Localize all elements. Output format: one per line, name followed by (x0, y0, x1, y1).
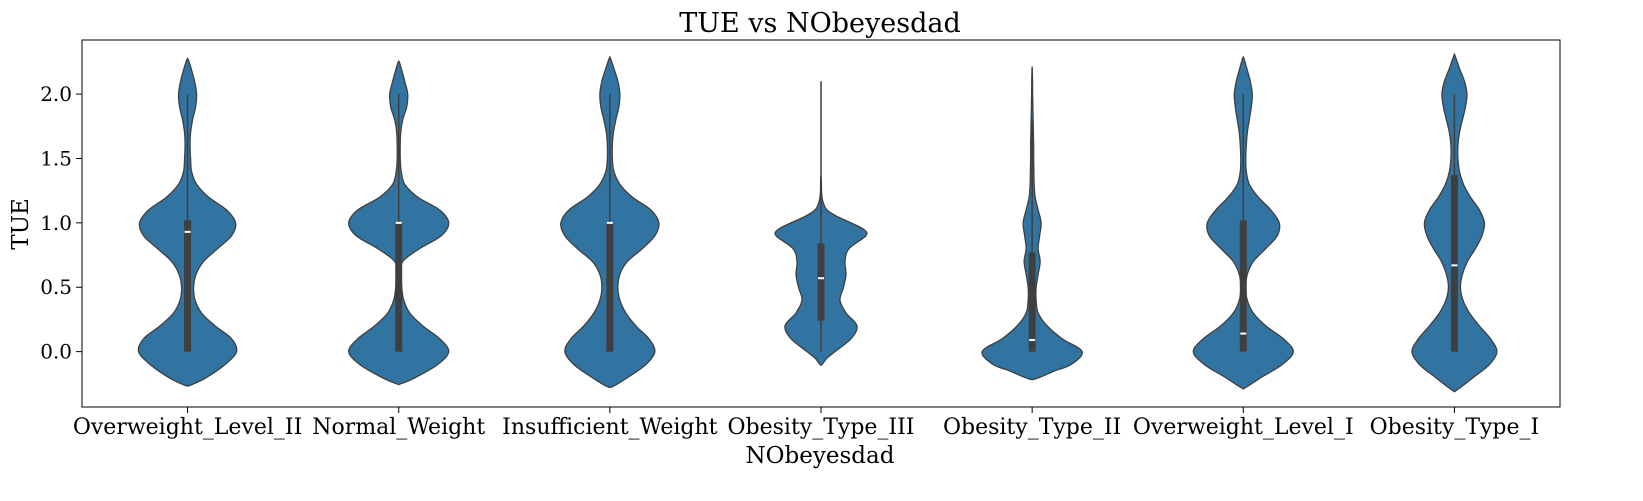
chart-title: TUE vs NObeyesdad (679, 8, 961, 39)
y-axis: 0.0 0.5 1.0 1.5 2.0 (40, 82, 82, 364)
x-tick-label: Normal_Weight (312, 415, 485, 440)
y-tick-label: 1.0 (40, 211, 72, 235)
violin-iqr-box (1239, 220, 1247, 352)
x-tick-label: Obesity_Type_I (1370, 415, 1540, 440)
violin-Obesity_Type_III (774, 81, 868, 366)
violin-iqr-box (606, 222, 614, 352)
y-tick-label: 0.5 (40, 275, 72, 299)
violin-iqr-box (1450, 175, 1458, 352)
y-tick-label: 0.0 (40, 340, 72, 364)
violin-Normal_Weight (348, 60, 450, 386)
x-tick-label: Overweight_Level_I (1133, 415, 1354, 440)
x-tick-label: Overweight_Level_II (73, 415, 302, 440)
violin-iqr-box (395, 222, 403, 352)
x-tick-label: Obesity_Type_II (943, 415, 1121, 440)
y-tick-label: 2.0 (40, 82, 72, 106)
x-axis: Overweight_Level_II Normal_Weight Insuffic… (73, 407, 1539, 440)
x-tick-label: Obesity_Type_III (727, 415, 914, 440)
violin-iqr-box (1028, 252, 1036, 352)
plot-frame (81, 39, 1561, 408)
violin-iqr-box (817, 243, 825, 321)
violin-Overweight_Level_II (137, 57, 238, 387)
x-tick-label: Insufficient_Weight (502, 415, 717, 440)
violin-iqr-box (184, 220, 192, 352)
plot-area (137, 53, 1498, 393)
y-axis-label: TUE (8, 198, 34, 250)
y-tick-label: 1.5 (40, 146, 72, 170)
violin-Obesity_Type_II (981, 66, 1083, 381)
violin-Overweight_Level_I (1192, 56, 1294, 390)
violin-Insufficient_Weight (560, 56, 660, 389)
x-axis-label: NObeyesdad (746, 443, 895, 469)
violin-Obesity_Type_I (1411, 53, 1498, 393)
